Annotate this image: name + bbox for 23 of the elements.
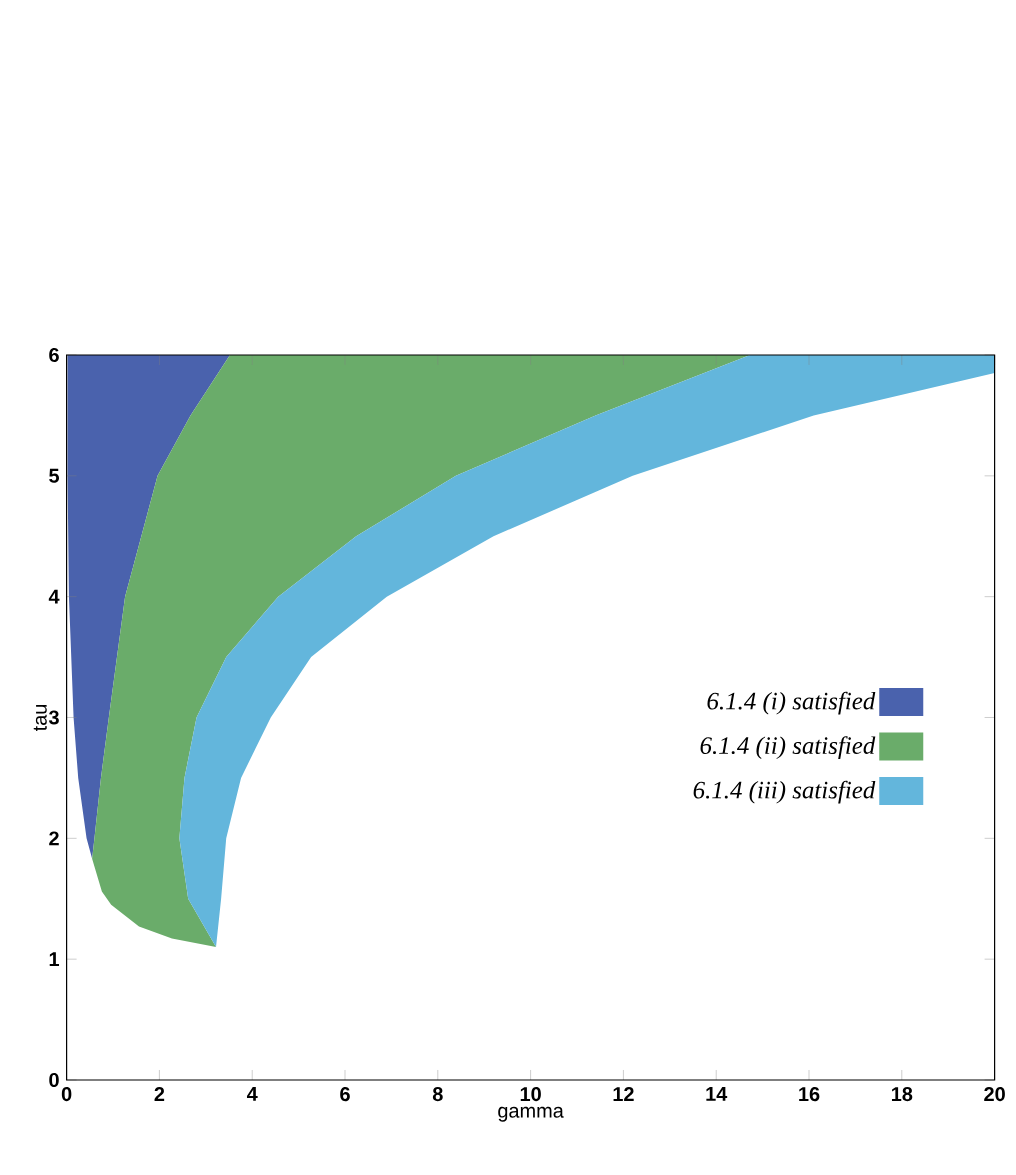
y-tick-label: 0: [49, 1072, 59, 1088]
legend-label: 6.1.4 (i) satisfied: [707, 691, 876, 715]
y-axis-title: tau: [33, 704, 47, 732]
x-tick-label: 0: [62, 1087, 72, 1102]
y-tick-label: 6: [49, 347, 60, 363]
y-tick-label: 4: [49, 589, 60, 604]
legend-label: 6.1.4 (iii) satisfied: [693, 780, 876, 804]
y-tick-label: 3: [49, 710, 60, 725]
x-tick-label: 10: [520, 1087, 542, 1102]
y-tick-label: 2: [49, 831, 59, 846]
x-axis-title: gamma: [498, 1106, 565, 1122]
x-tick-label: 16: [799, 1087, 820, 1102]
x-tick-label: 20: [984, 1087, 1006, 1102]
x-tick-label: 12: [613, 1087, 634, 1101]
legend-label: 6.1.4 (ii) satisfied: [700, 736, 876, 760]
x-tick-label: 4: [247, 1087, 258, 1101]
y-tick-label: 1: [49, 952, 60, 967]
x-tick-label: 18: [892, 1087, 913, 1102]
y-tick-label: 5: [49, 468, 60, 483]
x-tick-label: 8: [433, 1087, 443, 1102]
x-tick-label: 14: [706, 1087, 728, 1101]
x-tick-label: 6: [340, 1087, 351, 1102]
x-tick-label: 2: [154, 1087, 165, 1101]
